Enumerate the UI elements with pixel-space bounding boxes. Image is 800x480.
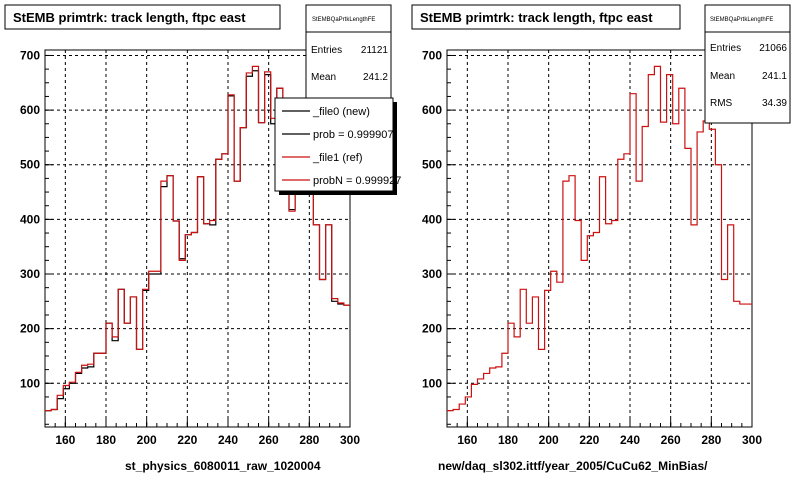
panel-right: StEMB primtrk: track length, ftpc east 1… (411, 4, 791, 473)
x-tick-label: 220 (579, 433, 599, 447)
x-tick-label: 240 (218, 433, 238, 447)
y-tick-label: 500 (422, 158, 442, 172)
axis-ticks: 160 180 200 220 240 260 280 300 100 200 300 400 500 6… (20, 48, 360, 447)
legend-label: probN = 0.999927 (313, 175, 401, 187)
x-tick-label: 300 (742, 433, 762, 447)
histogram-line-ref (447, 65, 752, 412)
legend-box (274, 97, 394, 192)
x-tick-label: 160 (457, 433, 477, 447)
x-tick-label: 180 (498, 433, 518, 447)
x-tick-label: 240 (620, 433, 640, 447)
x-tick-label: 280 (701, 433, 721, 447)
y-tick-label: 300 (20, 267, 40, 281)
legend-entry: probN = 0.999927 (282, 175, 401, 187)
x-tick-label: 160 (55, 433, 75, 447)
y-tick-label: 200 (20, 322, 40, 336)
stats-name: StEMBQaPrtkLengthFE (710, 17, 773, 23)
y-tick-label: 700 (20, 48, 40, 62)
title-box (411, 4, 681, 30)
y-tick-label: 500 (20, 158, 40, 172)
legend-label: _file1 (ref) (312, 152, 363, 164)
grid (447, 50, 752, 427)
y-tick-label: 100 (20, 376, 40, 390)
x-tick-label: 180 (96, 433, 116, 447)
stats-label-rms: RMS (710, 98, 733, 109)
legend-entry: _file1 (ref) (282, 152, 363, 164)
x-tick-label: 280 (299, 433, 319, 447)
y-tick-label: 300 (422, 267, 442, 281)
x-tick-label: 200 (137, 433, 157, 447)
x-axis-label: st_physics_6080011_raw_1020004 (125, 459, 321, 473)
panel-left: StEMB primtrk: track length, ftpc east 1… (4, 4, 401, 473)
y-tick-label: 700 (422, 48, 442, 62)
y-tick-label: 400 (422, 212, 442, 226)
stats-label-entries: Entries (311, 45, 342, 56)
stats-box (704, 4, 791, 124)
legend-entry: _file0 (new) (282, 106, 370, 118)
title-box (4, 4, 281, 30)
stats-name: StEMBQaPrtkLengthFE (312, 17, 375, 23)
stats-value-mean: 241.2 (363, 72, 388, 83)
y-tick-label: 600 (20, 103, 40, 117)
legend-label: _file0 (new) (312, 106, 370, 118)
axis-ticks: 160 180 200 220 240 260 280 300 100 200 300 400 500 6… (422, 48, 762, 447)
stats-value-rms: 34.39 (762, 98, 787, 109)
x-tick-label: 200 (539, 433, 559, 447)
histogram-series (447, 65, 752, 412)
stats-box (305, 4, 392, 111)
stats-label-mean: Mean (710, 71, 735, 82)
plot-title: StEMB primtrk: track length, ftpc east (13, 10, 246, 25)
x-tick-label: 220 (177, 433, 197, 447)
legend-entry: prob = 0.999907 (282, 129, 393, 141)
stats-label-mean: Mean (311, 72, 336, 83)
stats-label-entries: Entries (710, 43, 741, 54)
x-tick-label: 260 (661, 433, 681, 447)
x-tick-label: 300 (340, 433, 360, 447)
y-tick-label: 400 (20, 212, 40, 226)
stats-value-entries: 21066 (759, 43, 787, 54)
stats-value-mean: 241.1 (762, 71, 787, 82)
y-tick-label: 600 (422, 103, 442, 117)
plot-frame (446, 49, 753, 428)
legend-label: prob = 0.999907 (313, 129, 393, 141)
plot-title: StEMB primtrk: track length, ftpc east (420, 10, 653, 25)
y-tick-label: 100 (422, 376, 442, 390)
y-tick-label: 200 (422, 322, 442, 336)
stats-value-entries: 21121 (361, 45, 389, 56)
x-axis-label: new/daq_sl302.ittf/year_2005/CuCu62_MinB… (438, 459, 708, 473)
x-tick-label: 260 (259, 433, 279, 447)
